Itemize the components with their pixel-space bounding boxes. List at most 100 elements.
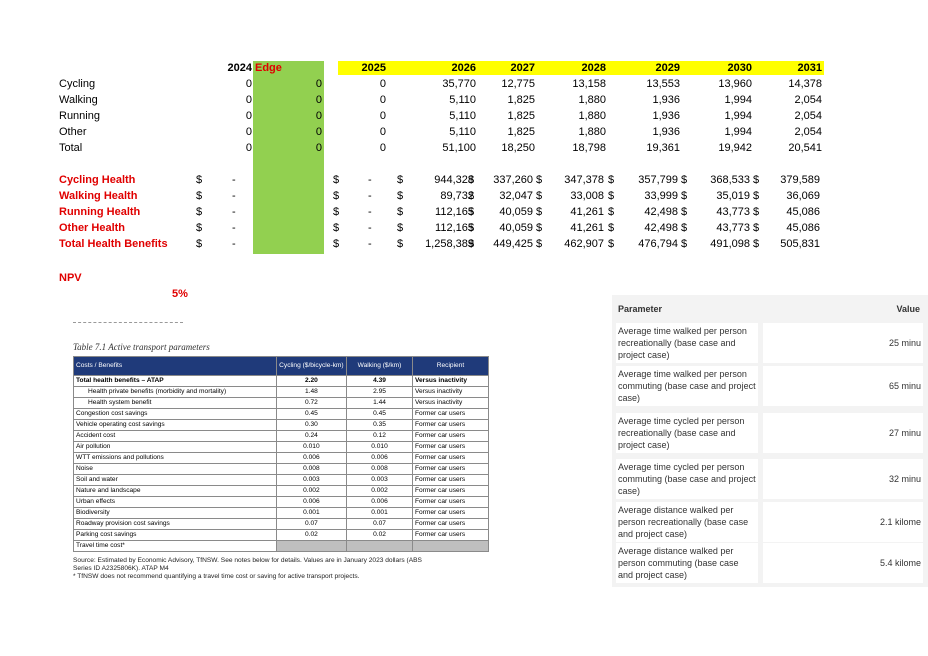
currency-symbol: $ [536, 174, 543, 186]
currency-symbol: $ [397, 238, 404, 250]
health-label: Other Health [59, 222, 126, 234]
health-value: 347,378 [564, 174, 604, 186]
table-header-recipient: Recipient [411, 356, 490, 376]
parameter-panel: Parameter Value Average time walked per … [612, 295, 928, 587]
table-cell: 0.006 [275, 452, 348, 464]
table-cell: Urban effects [73, 496, 277, 508]
table-cell: 2.20 [275, 375, 348, 387]
trip-value: 51,100 [442, 142, 476, 154]
header-year-2031: 2031 [797, 62, 822, 74]
table-cell: Versus inactivity [411, 397, 490, 409]
header-year-2027: 2027 [510, 62, 535, 74]
health-value: 379,589 [780, 174, 820, 186]
table-cell: Former car users [411, 441, 490, 453]
trip-value: 13,553 [646, 78, 680, 90]
currency-symbol: $ [753, 206, 760, 218]
table-row: Health private benefits (morbidity and m… [73, 386, 490, 398]
source-line-1: Source: Estimated by Economic Advisory, … [73, 557, 422, 564]
table-cell: Former car users [411, 452, 490, 464]
currency-symbol: $ [681, 206, 688, 218]
table-cell: Former car users [411, 419, 490, 431]
currency-symbol: $ [536, 190, 543, 202]
trip-value: 12,775 [501, 78, 535, 90]
trip-value: 1,994 [724, 126, 752, 138]
trip-value: 2,054 [794, 126, 822, 138]
trip-value: 1,825 [507, 126, 535, 138]
npv-label: NPV [59, 272, 82, 284]
trip-label: Other [59, 126, 87, 138]
currency-symbol: $ [753, 222, 760, 234]
health-value: 462,907 [564, 238, 604, 250]
table-cell: 0.008 [275, 463, 348, 475]
table-cell: 0.003 [346, 474, 413, 486]
currency-symbol: $ [397, 206, 404, 218]
param-header: Parameter [618, 304, 663, 314]
health-value: 1,258,389 [425, 238, 474, 250]
dash-value: - [368, 190, 372, 202]
health-value: 41,261 [570, 206, 604, 218]
trip-2025: 0 [379, 126, 386, 138]
header-edge: Edge [255, 62, 282, 74]
health-value: 45,086 [786, 206, 820, 218]
health-value: 43,773 [716, 222, 750, 234]
currency-symbol: $ [196, 238, 203, 250]
health-value: 33,008 [570, 190, 604, 202]
trip-value: 18,250 [501, 142, 535, 154]
table-cell: 0.010 [346, 441, 413, 453]
table-cell: Former car users [411, 485, 490, 497]
health-label: Running Health [59, 206, 141, 218]
active-transport-parameters-table: Costs / Benefits Cycling ($/bicycle-km) … [73, 356, 490, 552]
currency-symbol: $ [333, 206, 340, 218]
header-year-2026: 2026 [451, 62, 476, 74]
currency-symbol: $ [333, 174, 340, 186]
trip-value: 19,942 [718, 142, 752, 154]
currency-symbol: $ [681, 238, 688, 250]
table-row: Roadway provision cost savings 0.07 0.07 Fo… [73, 518, 490, 530]
param-label: Average time walked per person commuting… [616, 366, 758, 406]
trip-2025: 0 [379, 142, 386, 154]
table-cell: 0.07 [275, 518, 348, 530]
param-value: 32 minu [763, 459, 923, 499]
dash-value: - [232, 222, 236, 234]
table-cell: Former car users [411, 529, 490, 541]
discount-rate: 5% [172, 288, 188, 300]
table-cell: 0.24 [275, 430, 348, 442]
param-label: Average time cycled per person commuting… [616, 459, 758, 499]
health-value: 944,328 [434, 174, 474, 186]
health-value: 112,165 [435, 222, 474, 234]
table-cell: Former car users [411, 408, 490, 420]
health-label: Walking Health [59, 190, 138, 202]
table-cell: Former car users [411, 430, 490, 442]
dash-value: - [368, 238, 372, 250]
header-2025: 2025 [361, 62, 386, 74]
currency-symbol: $ [536, 222, 543, 234]
trip-label: Walking [59, 94, 98, 106]
health-value: 112,165 [435, 206, 474, 218]
trip-2024: 0 [245, 78, 252, 90]
table-cell: Versus inactivity [411, 375, 490, 387]
trip-edge: 0 [315, 126, 322, 138]
table-cell: 1.44 [346, 397, 413, 409]
table-row: Parking cost savings 0.02 0.02 Former car u… [73, 529, 490, 541]
trip-value: 1,994 [724, 110, 752, 122]
table-cell: 0.006 [275, 496, 348, 508]
table-cell: 0.001 [275, 507, 348, 519]
trip-value: 1,936 [652, 126, 680, 138]
health-value: 368,533 [710, 174, 750, 186]
table-cell: Air pollution [73, 441, 277, 453]
trip-value: 35,770 [442, 78, 476, 90]
table-cell: 0.006 [346, 452, 413, 464]
table-cell: Health private benefits (morbidity and m… [73, 386, 277, 398]
param-label: Average distance walked per person recre… [616, 502, 758, 542]
table-cell: 1.48 [275, 386, 348, 398]
trip-label: Total [59, 142, 83, 154]
trip-value: 1,994 [724, 94, 752, 106]
table-cell: Former car users [411, 463, 490, 475]
health-value: 45,086 [786, 222, 820, 234]
trip-value: 1,880 [578, 110, 606, 122]
currency-symbol: $ [753, 174, 760, 186]
trip-value: 5,110 [449, 94, 476, 106]
currency-symbol: $ [468, 206, 475, 218]
table-row: Health system benefit 0.72 1.44 Versus inac… [73, 397, 490, 409]
param-label: Average distance walked per person commu… [616, 543, 758, 583]
